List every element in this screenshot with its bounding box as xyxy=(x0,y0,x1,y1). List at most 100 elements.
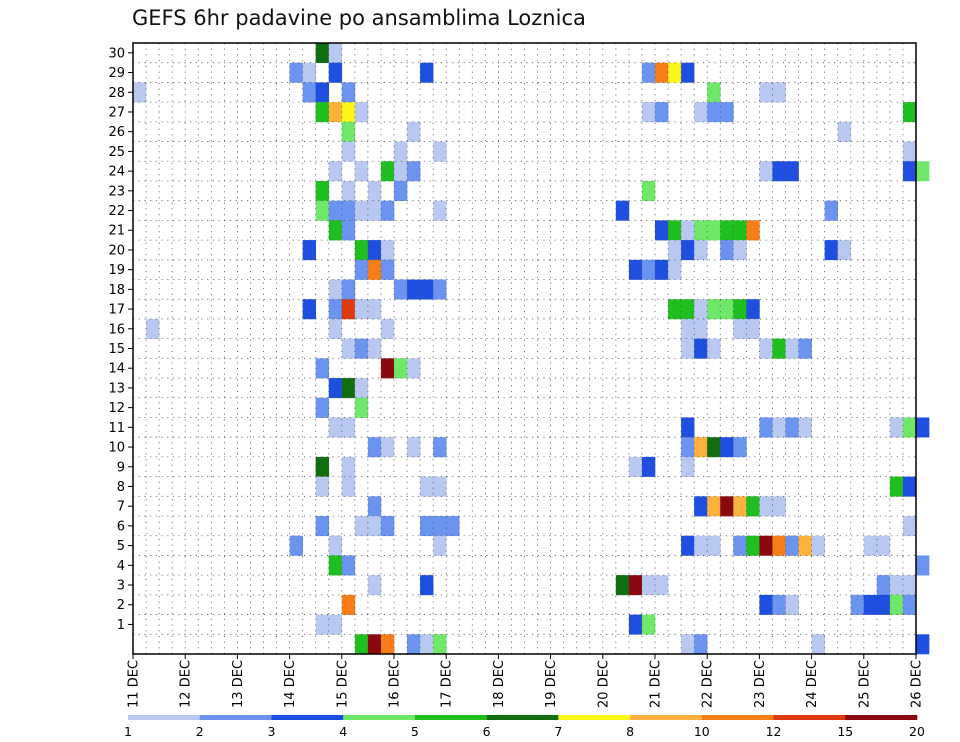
heatmap-cell xyxy=(694,535,708,556)
heatmap-cell xyxy=(681,437,695,458)
heatmap-cell xyxy=(759,161,773,182)
heatmap-cell xyxy=(772,535,786,556)
heatmap-cell xyxy=(433,437,447,458)
y-tick-label: 3 xyxy=(117,579,125,594)
y-tick-label: 1 xyxy=(117,618,125,633)
heatmap-cell xyxy=(733,240,747,261)
heatmap-cell xyxy=(707,535,721,556)
colorbar-segment xyxy=(414,715,487,720)
heatmap-cell xyxy=(328,417,343,438)
heatmap-cell xyxy=(889,476,904,497)
heatmap-cell xyxy=(341,456,356,477)
heatmap-cell xyxy=(681,62,695,83)
y-tick-label: 30 xyxy=(108,46,125,61)
colorbar-label: 4 xyxy=(339,724,347,739)
heatmap-cell xyxy=(315,476,330,497)
heatmap-cell xyxy=(707,82,721,103)
heatmap-cell xyxy=(759,338,773,359)
heatmap-cell xyxy=(694,496,708,517)
heatmap-cell xyxy=(394,279,408,300)
heatmap-cell xyxy=(707,299,721,320)
heatmap-cell xyxy=(367,180,382,201)
colorbar-label: 15 xyxy=(837,724,853,739)
heatmap-cell xyxy=(354,102,369,123)
heatmap-cell xyxy=(863,594,878,615)
heatmap-cell xyxy=(380,358,395,379)
heatmap-cell xyxy=(354,338,369,359)
heatmap-cell xyxy=(146,318,160,339)
heatmap-cell xyxy=(772,161,786,182)
heatmap-cell xyxy=(759,594,773,615)
heatmap-cell xyxy=(315,358,330,379)
heatmap-cell xyxy=(707,220,721,241)
heatmap-cell xyxy=(354,516,369,537)
heatmap-cell xyxy=(916,634,930,655)
colorbar-segment xyxy=(343,715,416,720)
heatmap-cell xyxy=(785,417,799,438)
colorbar-segment xyxy=(701,715,774,720)
heatmap-cell xyxy=(394,358,408,379)
heatmap-cell xyxy=(733,220,747,241)
y-tick-label: 5 xyxy=(117,539,125,554)
y-tick-label: 6 xyxy=(117,519,125,534)
heatmap-cell xyxy=(902,417,917,438)
heatmap-cell xyxy=(433,279,447,300)
chart-title: GEFS 6hr padavine po ansamblima Loznica xyxy=(132,6,586,30)
colorbar-label: 12 xyxy=(766,724,782,739)
x-tick-label: 26 DEC xyxy=(910,660,925,708)
heatmap-cell xyxy=(837,240,852,261)
y-tick-label: 11 xyxy=(108,421,125,436)
heatmap-cell xyxy=(916,417,930,438)
y-tick-label: 14 xyxy=(108,362,125,377)
heatmap-cell xyxy=(668,62,682,83)
heatmap-cell xyxy=(720,496,734,517)
heatmap-cell xyxy=(315,614,330,635)
heatmap-cell xyxy=(380,259,395,280)
heatmap-cell xyxy=(902,476,917,497)
x-tick-label: 11 DEC xyxy=(127,660,142,708)
heatmap-cell xyxy=(746,318,760,339)
x-tick-label: 13 DEC xyxy=(231,660,246,708)
y-tick-label: 10 xyxy=(108,441,125,456)
heatmap-cell xyxy=(302,62,316,83)
heatmap-cell xyxy=(694,437,708,458)
heatmap-cell xyxy=(707,437,721,458)
heatmap-cell xyxy=(341,338,356,359)
heatmap-cell xyxy=(407,358,421,379)
heatmap-cell xyxy=(746,535,760,556)
heatmap-cell xyxy=(641,575,656,596)
x-tick-label: 21 DEC xyxy=(649,660,664,708)
heatmap-cell xyxy=(354,240,369,261)
y-tick-label: 18 xyxy=(108,283,125,298)
heatmap-cell xyxy=(328,161,343,182)
x-tick-label: 12 DEC xyxy=(179,660,194,708)
y-tick-label: 20 xyxy=(108,243,125,258)
heatmap-cell xyxy=(341,378,356,399)
heatmap-cell xyxy=(694,318,708,339)
heatmap-cell xyxy=(328,614,343,635)
heatmap-cell xyxy=(824,200,838,221)
heatmap-cell xyxy=(315,516,330,537)
heatmap-cell xyxy=(720,102,734,123)
colorbar-label: 3 xyxy=(267,724,275,739)
y-tick-label: 9 xyxy=(117,460,125,475)
heatmap-cell xyxy=(367,299,382,320)
heatmap-cell xyxy=(785,535,799,556)
y-tick-label: 16 xyxy=(108,322,125,337)
heatmap-cell xyxy=(876,535,891,556)
heatmap-cell xyxy=(668,259,682,280)
heatmap-cell xyxy=(433,200,447,221)
heatmap-cell xyxy=(354,299,369,320)
y-tick-label: 27 xyxy=(108,105,125,120)
heatmap-cell xyxy=(289,62,303,83)
heatmap-cell xyxy=(720,240,734,261)
heatmap-cell xyxy=(694,102,708,123)
heatmap-cell xyxy=(420,279,434,300)
heatmap-cell xyxy=(772,338,786,359)
heatmap-cell xyxy=(628,575,643,596)
heatmap-cell xyxy=(328,555,343,576)
heatmap-cell xyxy=(733,535,747,556)
heatmap-cell xyxy=(315,456,330,477)
heatmap-cell xyxy=(655,259,669,280)
colorbar-label: 2 xyxy=(196,724,204,739)
